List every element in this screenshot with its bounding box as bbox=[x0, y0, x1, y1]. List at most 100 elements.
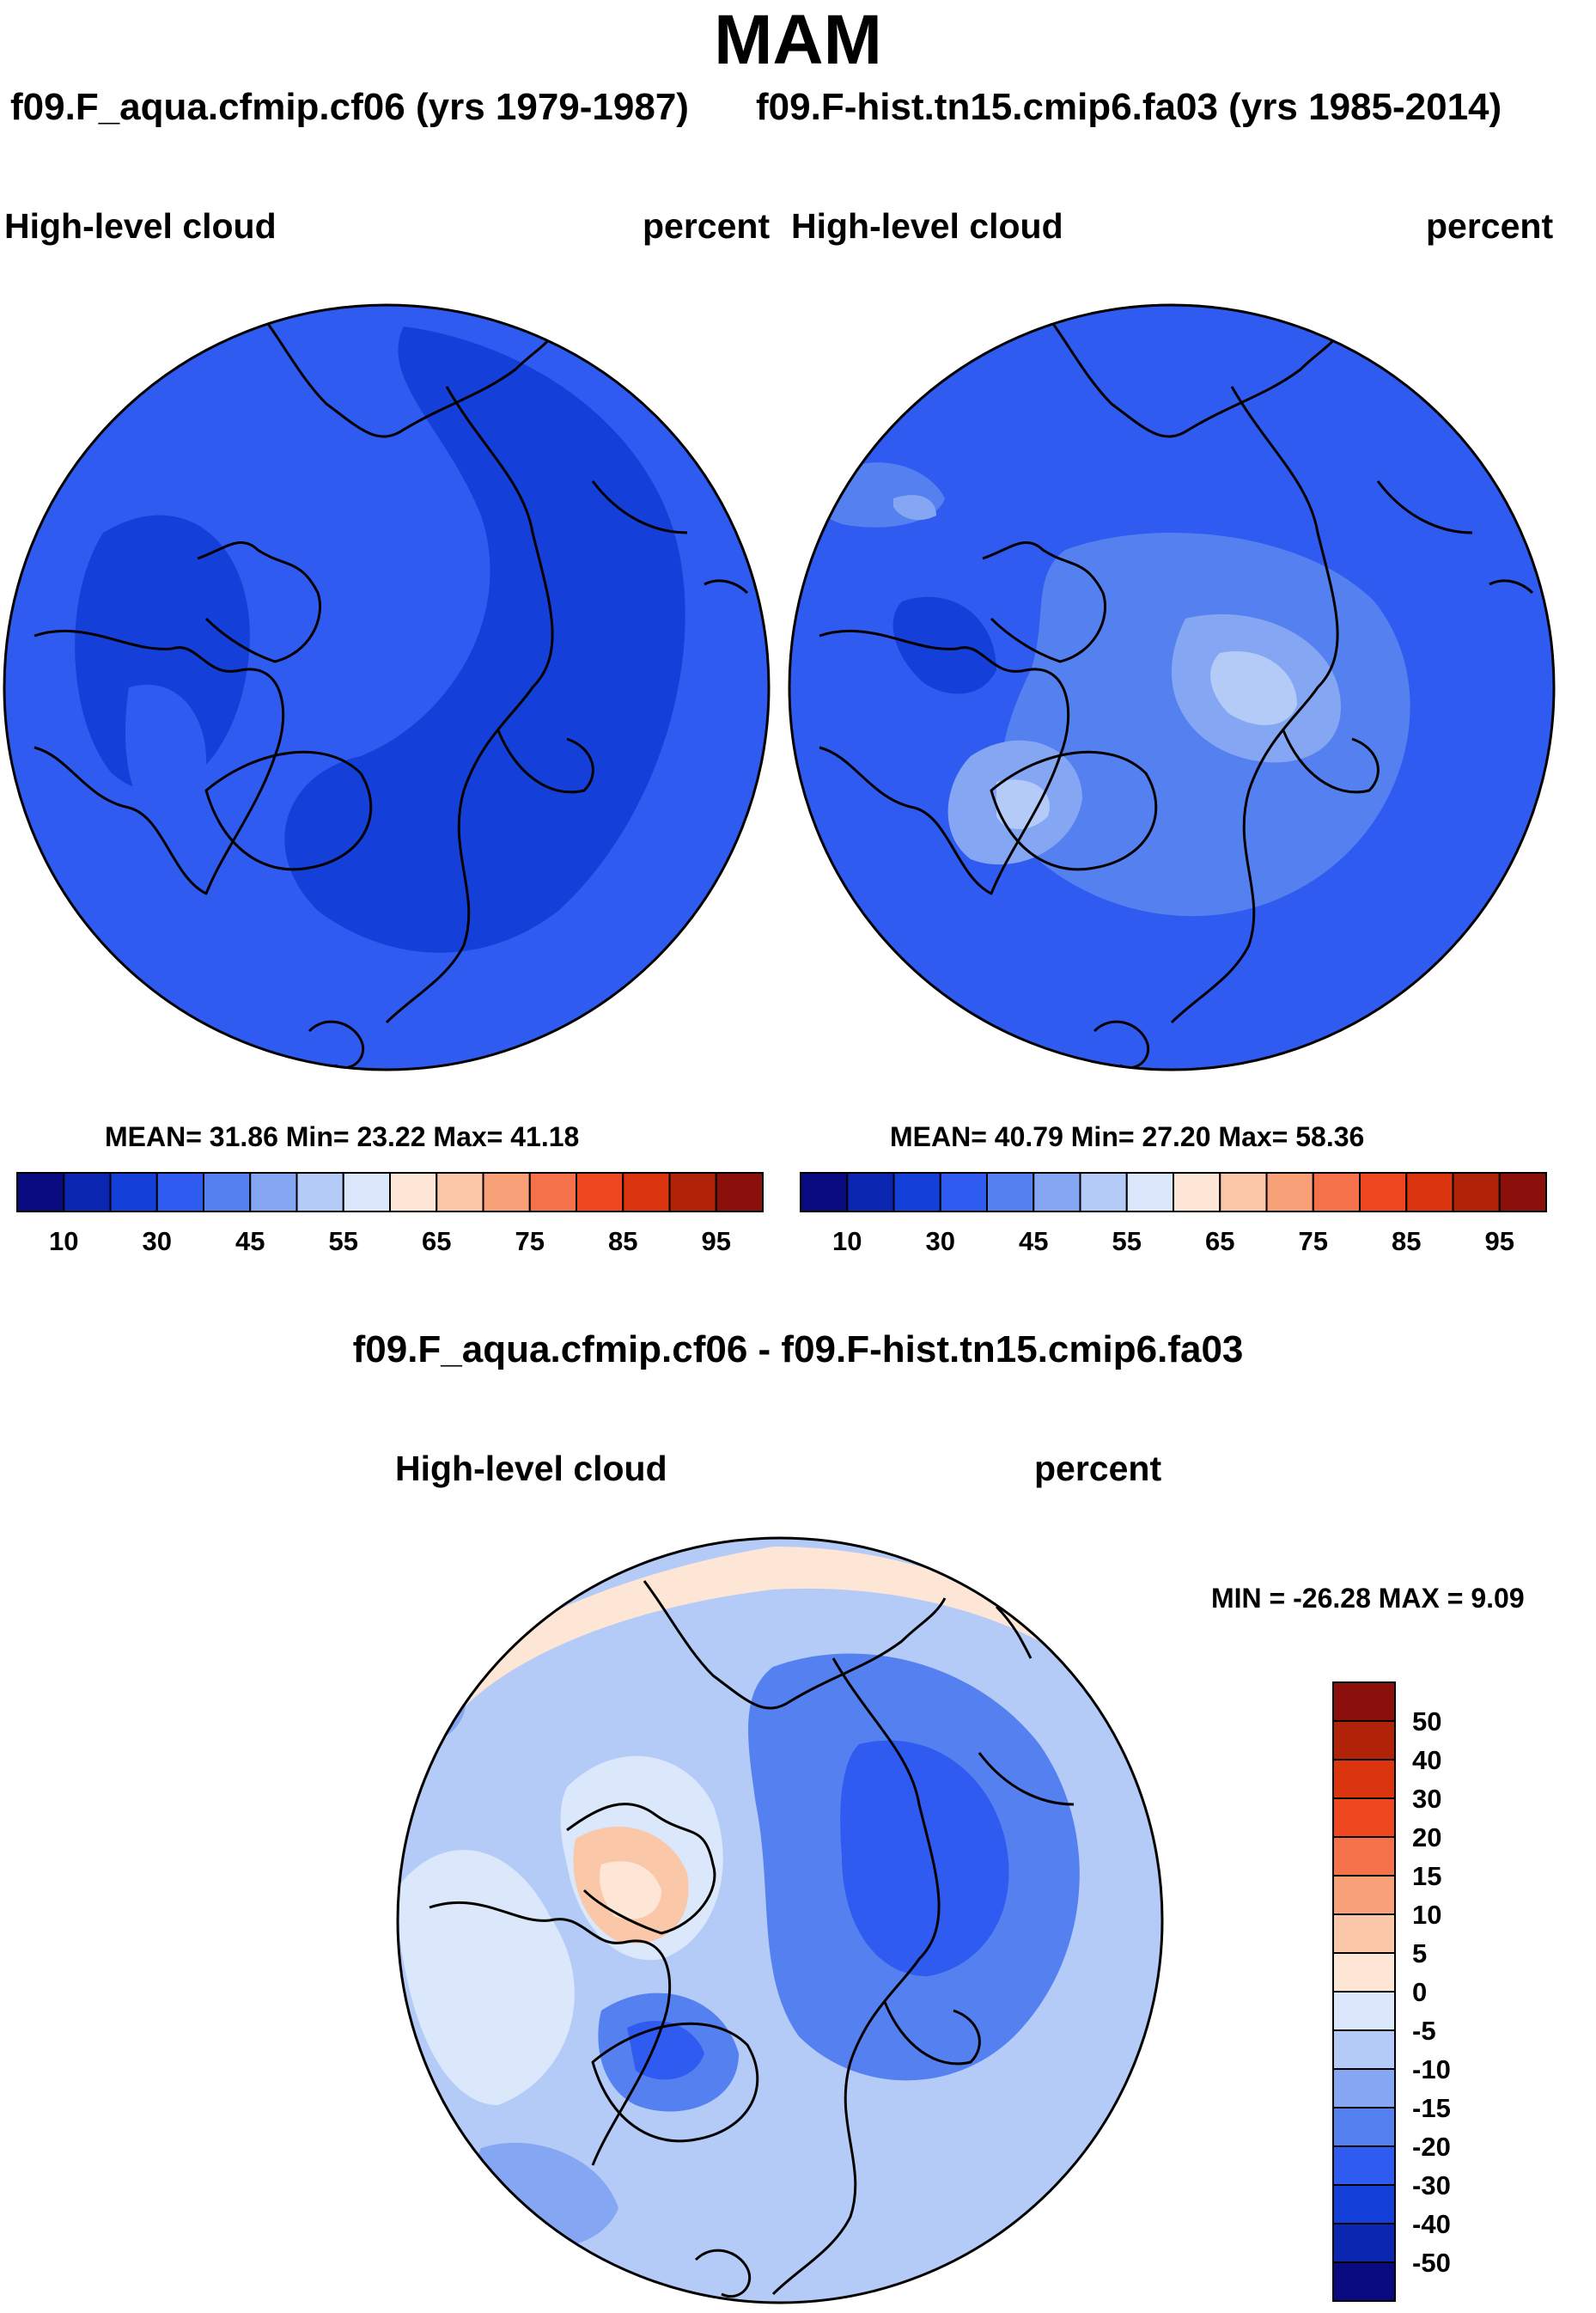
map-fill-neg5-0 bbox=[398, 1849, 575, 2105]
colorbar-tick-label: 75 bbox=[1299, 1226, 1328, 1256]
map-fill-0-5 bbox=[404, 1547, 1125, 1727]
colorbar-swatch bbox=[16, 1172, 65, 1212]
coastline bbox=[1093, 1020, 1150, 1070]
right-panel-stats: MEAN= 40.79 Min= 27.20 Max= 58.36 bbox=[890, 1121, 1365, 1152]
coastline bbox=[566, 1803, 716, 1935]
colorbar-tick-label: 10 bbox=[1412, 1900, 1441, 1930]
colorbar-swatch bbox=[715, 1172, 764, 1212]
colorbar-swatch bbox=[986, 1172, 1035, 1212]
left-panel-variable-label: High-level cloud bbox=[4, 206, 277, 246]
map-fill-30-35 bbox=[125, 684, 207, 824]
colorbar-swatch bbox=[576, 1172, 624, 1212]
colorbar-tick-label: 55 bbox=[1112, 1226, 1142, 1256]
colorbar-swatch bbox=[203, 1172, 252, 1212]
colorbar-tick-label: 50 bbox=[1412, 1706, 1441, 1736]
map-fill-25-30 bbox=[284, 327, 685, 953]
difference-polar-map bbox=[396, 1536, 1164, 2304]
colorbar-tick-label: 30 bbox=[1412, 1784, 1441, 1814]
colorbar-tick-label: -15 bbox=[1412, 2093, 1451, 2123]
colorbar-swatch bbox=[249, 1172, 298, 1212]
colorbar-tick-label: 15 bbox=[1412, 1861, 1441, 1891]
colorbar-swatch bbox=[1332, 1875, 1396, 1915]
right-panel-case-label: f09.F-hist.tn15.cmip6.fa03 (yrs 1985-201… bbox=[756, 86, 1502, 128]
colorbar-tick-label: -20 bbox=[1412, 2132, 1451, 2162]
colorbar-swatch bbox=[1332, 2107, 1396, 2147]
map-fill-45-50 bbox=[893, 495, 936, 521]
coastline bbox=[978, 1752, 1075, 1806]
colorbar-swatch bbox=[1332, 2145, 1396, 2186]
coastline bbox=[197, 540, 322, 663]
colorbar-tick-label: 65 bbox=[1205, 1226, 1234, 1256]
colorbar-swatch bbox=[1332, 2184, 1396, 2225]
coastline bbox=[1489, 579, 1534, 595]
colorbar-swatch bbox=[1033, 1172, 1081, 1212]
colorbar-swatch bbox=[1125, 1172, 1174, 1212]
colorbar-tick-label: -40 bbox=[1412, 2209, 1451, 2239]
coastlines bbox=[429, 1580, 1075, 2298]
map-fill-neg30-neg20 bbox=[840, 1740, 1009, 1976]
colorbar-swatch bbox=[1312, 1172, 1361, 1212]
colorbar-tick-label: 95 bbox=[1485, 1226, 1514, 1256]
colorbar-tick-label: 0 bbox=[1412, 1977, 1427, 2007]
colorbar-swatch bbox=[1332, 2068, 1396, 2109]
map-border bbox=[3, 303, 771, 1071]
colorbar-swatch bbox=[528, 1172, 577, 1212]
coastline bbox=[256, 308, 560, 438]
map-fill-50-55 bbox=[996, 779, 1050, 829]
coastlines bbox=[34, 308, 749, 1070]
colorbar-swatch bbox=[1332, 1797, 1396, 1838]
colorbar-swatch bbox=[939, 1172, 988, 1212]
colorbar-tick-label: 55 bbox=[329, 1226, 358, 1256]
map-border bbox=[788, 303, 1556, 1071]
colorbar-swatch bbox=[1219, 1172, 1268, 1212]
colorbar-tick-label: 85 bbox=[1392, 1226, 1421, 1256]
colorbar-swatch bbox=[1332, 2223, 1396, 2263]
colorbar-swatch bbox=[342, 1172, 391, 1212]
coastlines bbox=[819, 308, 1534, 1070]
coastline bbox=[1282, 729, 1380, 794]
colorbar-tick-label: 85 bbox=[608, 1226, 637, 1256]
colorbar-tick-label: 65 bbox=[422, 1226, 451, 1256]
colorbar-tick-label: 45 bbox=[235, 1226, 265, 1256]
difference-panel-title: f09.F_aqua.cfmip.cf06 - f09.F-hist.tn15.… bbox=[352, 1328, 1244, 1370]
coastline bbox=[385, 386, 554, 1024]
colorbar-swatch bbox=[800, 1172, 849, 1212]
colorbar-swatch bbox=[1405, 1172, 1454, 1212]
coastline bbox=[496, 729, 594, 794]
coastline bbox=[591, 2022, 759, 2143]
right-colorbar: 10 30 45 55 65 75 85 95 bbox=[800, 1172, 1547, 1256]
coastline bbox=[771, 1657, 941, 2296]
colorbar-swatch bbox=[1079, 1172, 1128, 1212]
colorbar-tick-label: 20 bbox=[1412, 1822, 1441, 1852]
colorbar-tick-label: 95 bbox=[702, 1226, 731, 1256]
coastline bbox=[308, 1020, 365, 1070]
left-colorbar: 10 30 45 55 65 75 85 95 bbox=[16, 1172, 764, 1256]
coastline bbox=[694, 2249, 752, 2298]
colorbar-tick-label: -50 bbox=[1412, 2248, 1451, 2278]
colorbar-swatch bbox=[63, 1172, 112, 1212]
map-fill-25-30 bbox=[892, 596, 996, 694]
colorbar-swatch bbox=[1332, 2029, 1396, 2070]
coastline bbox=[1376, 480, 1473, 534]
colorbar-swatch bbox=[436, 1172, 484, 1212]
coastline bbox=[995, 1605, 1033, 1659]
coastline bbox=[982, 540, 1107, 663]
colorbar-swatch bbox=[295, 1172, 344, 1212]
colorbar-swatch bbox=[1498, 1172, 1547, 1212]
colorbar-swatch bbox=[1265, 1172, 1314, 1212]
colorbar-swatch bbox=[1332, 1836, 1396, 1877]
right-polar-map bbox=[788, 303, 1556, 1071]
right-panel-variable-label: High-level cloud bbox=[791, 206, 1063, 246]
colorbar-swatch bbox=[1332, 1759, 1396, 1799]
difference-panel-units-label: percent bbox=[1034, 1449, 1162, 1488]
colorbar-swatch bbox=[1359, 1172, 1408, 1212]
colorbar-tick-label: -10 bbox=[1412, 2054, 1451, 2084]
colorbar-swatch bbox=[668, 1172, 717, 1212]
left-panel-stats: MEAN= 31.86 Min= 23.22 Max= 41.18 bbox=[105, 1121, 580, 1152]
colorbar-tick-label: -30 bbox=[1412, 2170, 1451, 2200]
colorbar-swatch bbox=[846, 1172, 895, 1212]
coastline bbox=[204, 750, 373, 871]
coastline bbox=[704, 579, 749, 595]
difference-panel-variable-label: High-level cloud bbox=[395, 1449, 667, 1488]
